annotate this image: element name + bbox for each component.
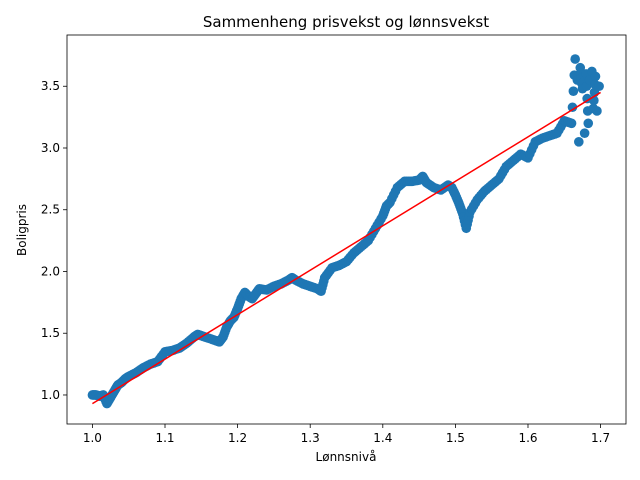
scatter-point	[592, 106, 602, 116]
x-tick-label: 1.5	[446, 431, 465, 445]
scatter-point	[579, 128, 590, 138]
y-tick-label: 2.5	[41, 203, 60, 217]
y-axis-label: Boligpris	[15, 204, 29, 256]
scatter-point	[567, 102, 578, 113]
y-tick-label: 3.5	[41, 79, 60, 93]
scatter-point	[566, 118, 577, 129]
scatter-point	[590, 71, 601, 82]
scatter-point	[568, 86, 579, 96]
y-tick-label: 1.5	[41, 326, 60, 340]
scatter-point	[594, 81, 604, 92]
plot-area	[87, 54, 604, 409]
regression-line	[92, 91, 601, 405]
x-tick-label: 1.0	[83, 431, 102, 445]
y-tick-label: 1.0	[41, 388, 60, 402]
scatter-point	[570, 54, 580, 64]
scatter-point	[583, 118, 594, 129]
scatter-point	[574, 137, 584, 147]
x-tick-label: 1.2	[228, 431, 247, 445]
y-tick-label: 2.0	[41, 264, 60, 278]
x-tick-label: 1.7	[591, 431, 610, 445]
axes-frame	[66, 34, 627, 425]
x-tick-label: 1.3	[301, 431, 320, 445]
y-tick-label: 3.0	[41, 141, 60, 155]
x-tick-label: 1.4	[373, 431, 392, 445]
x-tick-label: 1.6	[518, 431, 537, 445]
x-tick-label: 1.1	[155, 431, 174, 445]
x-axis-label: Lønnsnivå	[316, 450, 377, 464]
chart-title: Sammenheng prisvekst og lønnsvekst	[203, 13, 489, 31]
x-ticks: 1.0 1.1 1.2 1.3 1.4 1.5 1.6 1.7	[83, 424, 610, 445]
y-ticks: 1.0 1.5 2.0 2.5 3.0 3.5	[41, 79, 67, 402]
